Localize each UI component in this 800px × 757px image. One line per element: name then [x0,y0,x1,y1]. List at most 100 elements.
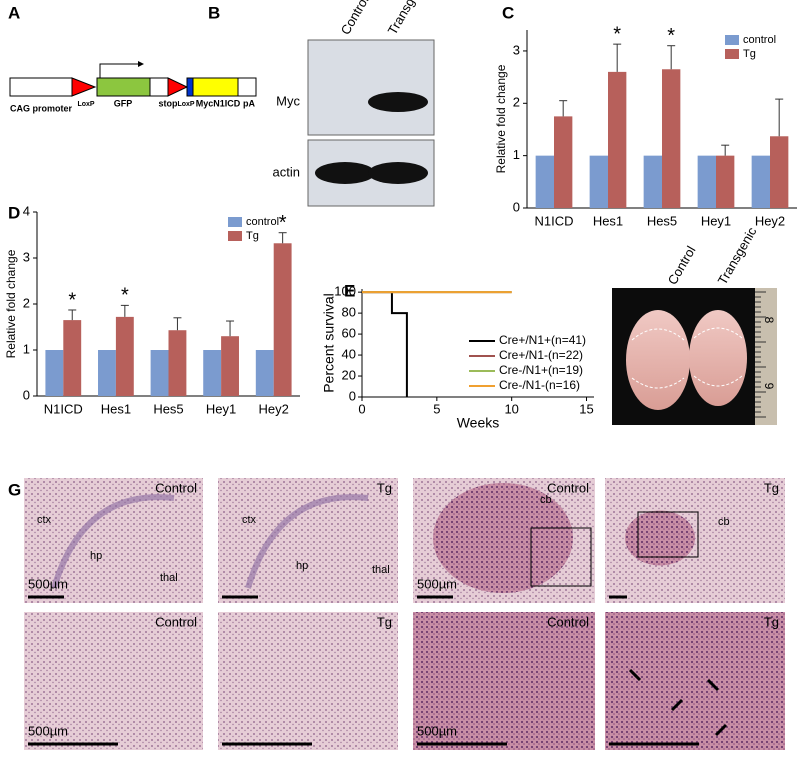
scale-bar-label: 500µm [28,723,68,738]
column-label: Transgenic [715,224,760,287]
bar [770,136,789,208]
bar [98,350,116,396]
row-label: actin [273,164,300,179]
y-tick-label: 0 [513,199,520,214]
y-tick-label: 3 [23,249,30,264]
bar [751,155,770,208]
micrograph [413,612,595,750]
region-label: hp [296,560,308,572]
bar [203,350,222,396]
error-bar [226,320,235,337]
error-bar [278,232,287,244]
pa-box [237,77,257,97]
significance-mark: * [68,289,76,311]
bar [255,350,274,396]
loxp-site [167,77,189,97]
x-tick-label: N1ICD [534,213,573,228]
micrograph [24,612,203,750]
bar [697,155,716,208]
construct-label: stop [159,98,179,108]
band [368,92,428,112]
loxp-site [71,77,97,97]
x-tick-label: Hey2 [755,213,785,228]
legend-label: Cre-/N1+(n=19) [499,363,583,377]
condition-label: Control [547,480,589,495]
myc-tag [186,77,194,97]
scale-bar-label: 500µm [28,576,68,591]
y-tick-label: 3 [513,42,520,57]
hippocampus [245,494,369,589]
micrograph [605,612,785,750]
promoter-box [9,77,73,97]
y-tick-label: 100 [334,284,356,299]
y-tick-label: 60 [342,326,356,341]
bar [150,350,169,396]
arrow [628,668,642,682]
micrograph [218,612,398,750]
lane-label: Control [338,0,372,37]
error-bar [721,144,730,156]
panel-label: A [8,3,20,22]
legend-label: control [743,34,776,46]
y-axis-label: Relative fold change [4,249,18,358]
x-tick-label: 15 [579,401,593,416]
condition-label: Control [547,614,589,629]
y-tick-label: 20 [342,367,356,382]
n1icd-box [192,77,239,97]
condition-label: Control [155,480,197,495]
x-tick-label: 0 [358,401,365,416]
survival-line [362,291,408,397]
region-label: cb [718,516,730,528]
legend-swatch [725,49,739,59]
outline [631,328,685,389]
band [315,162,375,184]
scale-bar-label: 500µm [417,576,457,591]
panel-label: G [8,480,21,499]
x-tick-label: Hey2 [259,401,289,416]
panel-label: D [8,203,20,222]
lane-label: Transgenic [385,0,430,37]
condition-label: Tg [377,480,392,495]
panel-label: C [502,3,514,22]
bar [63,320,82,396]
condition-label: Tg [764,614,779,629]
construct-label: GFP [114,98,133,108]
legend-label: control [246,216,279,228]
arrow-head [138,61,144,67]
bar [221,336,239,396]
scale-bar-label: 500µm [417,723,457,738]
y-tick-label: 4 [23,203,30,218]
band [368,162,428,184]
legend-label: Cre+/N1+(n=41) [499,333,586,347]
construct-label: LoxP [177,101,194,108]
brain [689,310,747,406]
y-tick-label: 1 [23,341,30,356]
significance-mark: * [613,23,621,45]
condition-label: Tg [377,614,392,629]
error-bar [68,309,77,321]
ruler-label: 9 [762,383,776,390]
bar [643,155,662,208]
bar [589,155,608,208]
error-bar [775,98,784,137]
region-label: ctx [37,514,52,526]
x-tick-label: N1ICD [44,401,83,416]
ruler-label: 8 [762,317,776,324]
condition-label: Tg [764,480,779,495]
construct-label: LoxP [77,101,94,108]
y-tick-label: 1 [513,147,520,162]
outline [693,327,743,387]
y-tick-label: 2 [513,95,520,110]
arrow [706,678,720,692]
y-tick-label: 80 [342,305,356,320]
arrow [714,723,728,737]
micrograph [218,478,398,603]
region-label: thal [160,572,178,584]
legend-swatch [228,217,242,227]
region-label: hp [90,550,102,562]
construct-label: MycN1ICD [196,98,241,108]
column-label: Control [665,243,699,287]
promoter-label: CAG promoter [10,103,73,113]
bar [554,116,573,208]
